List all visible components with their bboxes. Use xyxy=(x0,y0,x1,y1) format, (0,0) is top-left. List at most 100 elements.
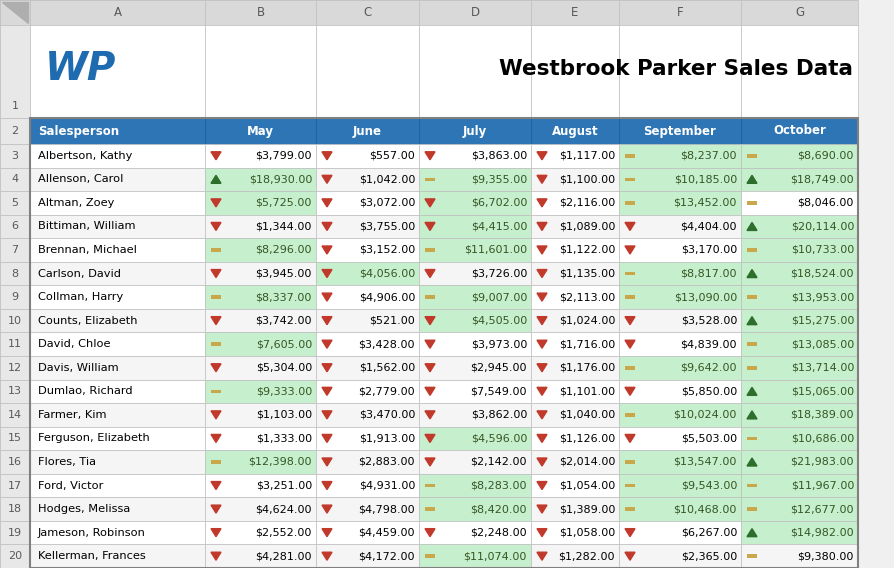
Bar xyxy=(619,379,740,403)
Bar xyxy=(0,521,30,545)
Text: $2,365.00: $2,365.00 xyxy=(680,551,736,561)
Text: 7: 7 xyxy=(12,245,19,255)
Text: 18: 18 xyxy=(8,504,22,514)
Bar xyxy=(0,262,30,285)
Bar xyxy=(0,0,30,25)
Polygon shape xyxy=(2,2,28,23)
Text: Hodges, Melissa: Hodges, Melissa xyxy=(38,504,131,514)
Text: $6,702.00: $6,702.00 xyxy=(470,198,527,208)
Text: $1,344.00: $1,344.00 xyxy=(256,222,312,231)
Bar xyxy=(624,272,634,275)
Bar xyxy=(316,356,418,379)
Text: $3,973.00: $3,973.00 xyxy=(470,339,527,349)
Bar xyxy=(30,379,205,403)
Bar xyxy=(740,498,857,521)
Bar xyxy=(740,191,857,215)
Bar xyxy=(530,118,619,144)
Text: June: June xyxy=(352,124,382,137)
Bar xyxy=(425,484,434,487)
Bar xyxy=(205,191,316,215)
Polygon shape xyxy=(746,387,756,395)
Bar xyxy=(740,545,857,568)
Bar xyxy=(740,450,857,474)
Text: $1,282.00: $1,282.00 xyxy=(558,551,614,561)
Text: $1,135.00: $1,135.00 xyxy=(558,269,614,278)
Text: $4,931.00: $4,931.00 xyxy=(358,481,415,491)
Bar xyxy=(530,215,619,238)
Bar xyxy=(425,295,434,299)
Polygon shape xyxy=(322,529,332,537)
Bar xyxy=(30,118,205,144)
Bar xyxy=(746,366,756,370)
Bar xyxy=(205,238,316,262)
Bar xyxy=(0,144,30,168)
Text: 9: 9 xyxy=(12,292,19,302)
Text: David, Chloe: David, Chloe xyxy=(38,339,110,349)
Text: $13,953.00: $13,953.00 xyxy=(790,292,853,302)
Bar xyxy=(418,262,530,285)
Bar xyxy=(418,144,530,168)
Bar xyxy=(746,295,756,299)
Bar xyxy=(624,484,634,487)
Text: $14,982.00: $14,982.00 xyxy=(789,528,853,538)
Bar xyxy=(211,295,221,299)
Text: $1,716.00: $1,716.00 xyxy=(558,339,614,349)
Bar xyxy=(30,144,205,168)
Polygon shape xyxy=(425,364,434,372)
Bar xyxy=(0,215,30,238)
Polygon shape xyxy=(536,176,546,183)
Bar xyxy=(740,474,857,498)
Text: 12: 12 xyxy=(8,363,22,373)
Bar xyxy=(619,262,740,285)
Polygon shape xyxy=(425,529,434,537)
Polygon shape xyxy=(322,552,332,560)
Bar xyxy=(316,474,418,498)
Bar xyxy=(30,118,857,568)
Polygon shape xyxy=(624,387,634,395)
Text: Counts, Elizabeth: Counts, Elizabeth xyxy=(38,316,138,325)
Text: 4: 4 xyxy=(12,174,19,185)
Text: 15: 15 xyxy=(8,433,22,444)
Polygon shape xyxy=(746,411,756,419)
Polygon shape xyxy=(211,552,221,560)
Bar xyxy=(316,144,418,168)
Polygon shape xyxy=(624,246,634,254)
Bar xyxy=(205,521,316,545)
Bar xyxy=(30,238,205,262)
Polygon shape xyxy=(536,293,546,301)
Polygon shape xyxy=(536,552,546,560)
Text: $18,930.00: $18,930.00 xyxy=(249,174,312,185)
Bar xyxy=(0,450,30,474)
Text: $4,281.00: $4,281.00 xyxy=(255,551,312,561)
Polygon shape xyxy=(425,435,434,442)
Bar xyxy=(740,521,857,545)
Bar xyxy=(316,498,418,521)
Polygon shape xyxy=(536,340,546,348)
Bar xyxy=(316,450,418,474)
Text: 2: 2 xyxy=(12,126,19,136)
Bar xyxy=(30,545,205,568)
Text: $3,799.00: $3,799.00 xyxy=(255,151,312,161)
Polygon shape xyxy=(536,411,546,419)
Text: Carlson, David: Carlson, David xyxy=(38,269,121,278)
Text: 5: 5 xyxy=(12,198,19,208)
Bar xyxy=(205,309,316,332)
Polygon shape xyxy=(746,223,756,231)
Polygon shape xyxy=(322,435,332,442)
Bar xyxy=(316,238,418,262)
Text: $10,185.00: $10,185.00 xyxy=(673,174,736,185)
Text: Allenson, Carol: Allenson, Carol xyxy=(38,174,123,185)
Text: $20,114.00: $20,114.00 xyxy=(789,222,853,231)
Text: Jameson, Robinson: Jameson, Robinson xyxy=(38,528,146,538)
Bar xyxy=(619,0,740,25)
Text: $521.00: $521.00 xyxy=(369,316,415,325)
Bar xyxy=(530,521,619,545)
Text: Westbrook Parker Sales Data: Westbrook Parker Sales Data xyxy=(499,59,852,79)
Polygon shape xyxy=(322,340,332,348)
Polygon shape xyxy=(322,411,332,419)
Text: $1,058.00: $1,058.00 xyxy=(558,528,614,538)
Bar xyxy=(418,0,530,25)
Bar xyxy=(619,332,740,356)
Bar xyxy=(619,498,740,521)
Bar xyxy=(316,427,418,450)
